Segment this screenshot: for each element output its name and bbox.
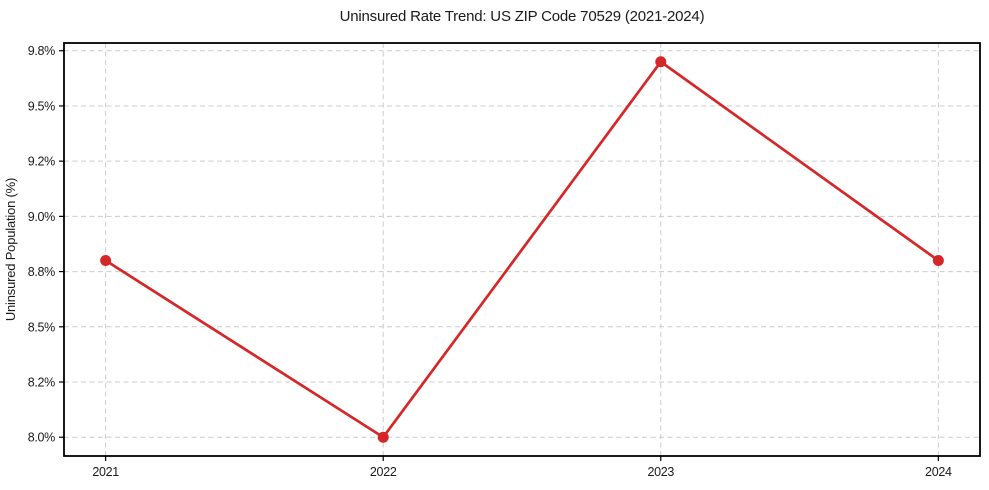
y-axis-label: Uninsured Population (%) [3,178,18,321]
y-tick-label: 8.8% [28,265,55,279]
series-line [104,59,940,440]
x-tick-label: 2022 [370,465,397,479]
data-point-marker [932,255,944,267]
x-tick-label: 2021 [92,465,119,479]
grid-lines [64,43,980,456]
y-tick-label: 9.0% [28,210,55,224]
data-point-marker [100,255,112,267]
data-point-marker [655,56,667,68]
axis-tick-labels: 2021 2022 2023 2024 8.0% 8.2% 8.5% 8.8% 9.0% 9.2%… [28,44,953,479]
x-tick-label: 2024 [925,465,952,479]
plot-border [63,42,981,457]
chart-title: Uninsured Rate Trend: US ZIP Code 70529 … [340,8,705,25]
y-tick-label: 9.5% [28,99,55,113]
y-tick-label: 9.2% [28,155,55,169]
data-series [100,56,944,443]
data-point-marker [377,431,389,443]
axis-ticks [59,50,939,461]
y-tick-label: 8.5% [28,320,55,334]
y-tick-label: 9.8% [28,44,55,58]
x-tick-label: 2023 [647,465,674,479]
y-tick-label: 8.0% [28,431,55,445]
y-tick-label: 8.2% [28,376,55,390]
